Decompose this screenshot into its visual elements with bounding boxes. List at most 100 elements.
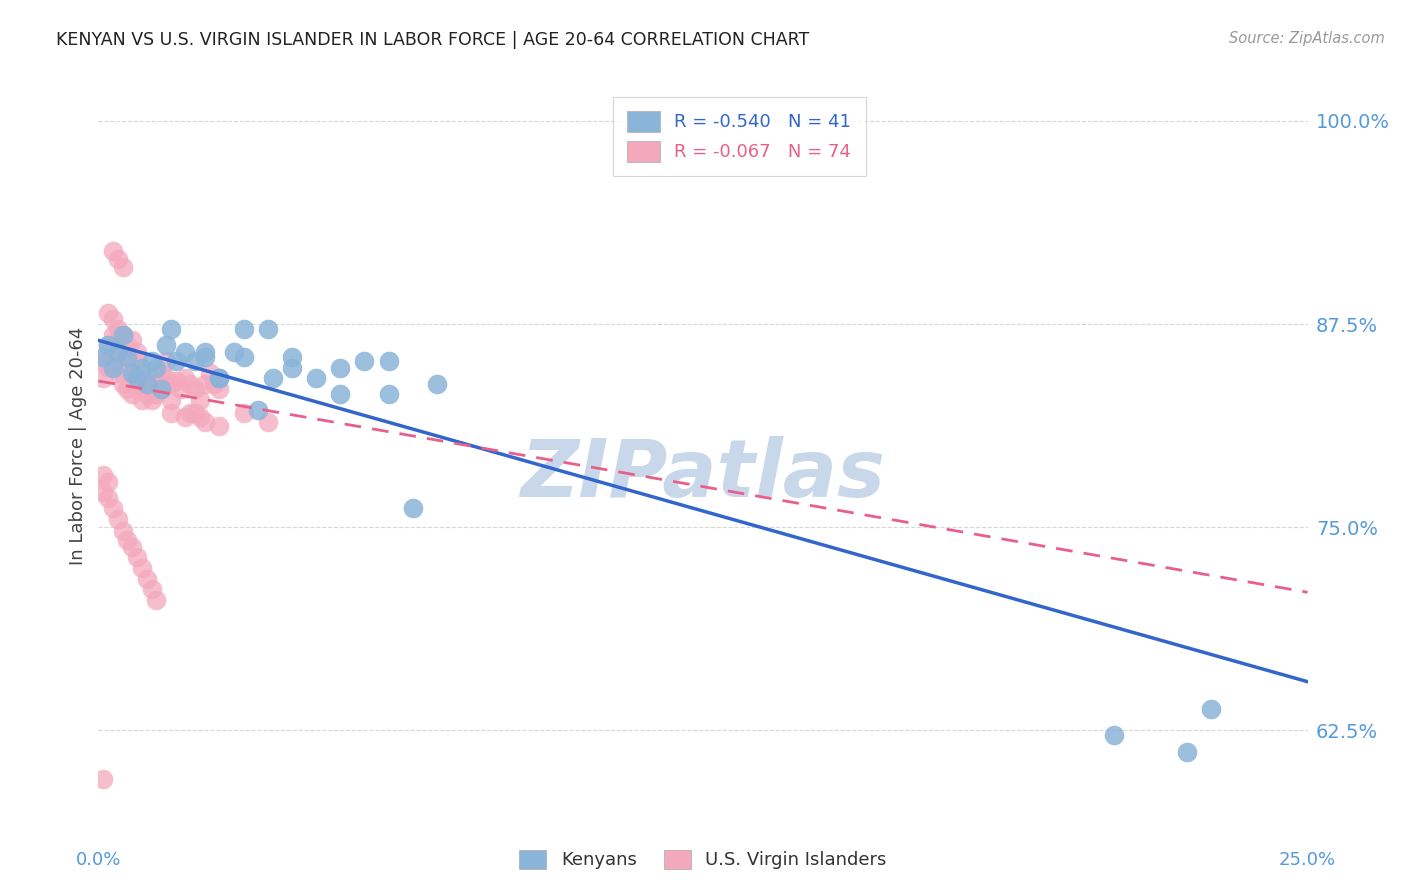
Y-axis label: In Labor Force | Age 20-64: In Labor Force | Age 20-64 [69,326,87,566]
Point [117,382,139,396]
Point [194,344,217,359]
Point [135,377,157,392]
Point [169,382,191,396]
Point [184,407,207,421]
Point [160,393,183,408]
Point [402,500,425,515]
Point [97,338,120,352]
Point [194,415,217,429]
Point [150,382,173,396]
Point [97,306,120,320]
Point [145,361,167,376]
Point [232,350,254,364]
Point [329,387,352,401]
Point [160,407,183,421]
Point [174,344,197,359]
Point [111,524,134,538]
Point [1102,728,1125,742]
Point [107,322,129,336]
Point [208,419,231,434]
Point [107,344,129,359]
Point [194,350,217,364]
Point [232,407,254,421]
Point [160,322,183,336]
Point [97,475,120,489]
Point [91,484,114,499]
Point [353,354,375,368]
Point [305,370,328,384]
Point [145,387,167,401]
Point [101,244,124,258]
Point [127,377,149,392]
Point [232,322,254,336]
Point [121,334,143,348]
Point [127,344,149,359]
Point [174,370,197,384]
Point [111,354,134,368]
Point [111,377,134,392]
Point [188,393,211,408]
Point [198,366,221,380]
Point [141,393,163,408]
Point [107,512,129,526]
Point [101,312,124,326]
Point [107,344,129,359]
Point [262,370,284,384]
Point [256,415,278,429]
Point [101,361,124,376]
Point [121,387,143,401]
Point [107,252,129,266]
Point [208,370,231,384]
Point [127,354,149,368]
Point [131,361,153,376]
Point [101,500,124,515]
Point [184,382,207,396]
Point [281,361,304,376]
Point [208,382,231,396]
Point [208,370,231,384]
Point [329,361,352,376]
Point [97,491,120,505]
Point [135,366,157,380]
Point [117,350,139,364]
Text: 25.0%: 25.0% [1279,851,1336,869]
Point [101,328,124,343]
Point [117,361,139,376]
Point [127,549,149,564]
Point [97,361,120,376]
Point [91,354,114,368]
Point [141,377,163,392]
Point [111,328,134,343]
Point [117,338,139,352]
Point [91,350,114,364]
Point [121,366,143,380]
Point [121,540,143,554]
Point [91,772,114,787]
Point [1199,702,1222,716]
Point [247,403,270,417]
Point [426,377,449,392]
Point [155,338,177,352]
Point [281,350,304,364]
Point [165,354,187,368]
Point [97,338,120,352]
Point [145,593,167,607]
Point [91,468,114,483]
Point [131,561,153,575]
Legend: R = -0.540   N = 41, R = -0.067   N = 74: R = -0.540 N = 41, R = -0.067 N = 74 [613,96,866,177]
Point [188,409,211,424]
Point [127,370,149,384]
Point [117,533,139,548]
Point [377,387,399,401]
Text: 0.0%: 0.0% [76,851,121,869]
Point [107,366,129,380]
Point [135,572,157,586]
Point [135,387,157,401]
Point [145,374,167,388]
Point [150,366,173,380]
Point [131,370,153,384]
Point [111,260,134,275]
Point [155,370,177,384]
Point [131,393,153,408]
Point [377,354,399,368]
